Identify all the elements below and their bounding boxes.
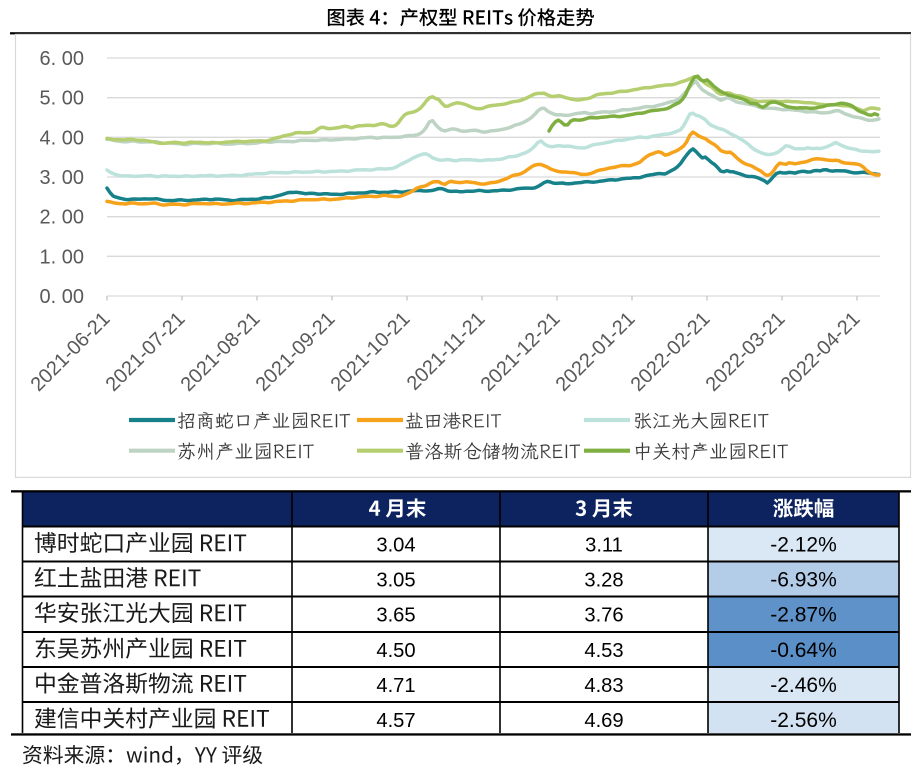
svg-text:-2.46%: -2.46%	[770, 674, 837, 697]
svg-text:2022-01-21: 2022-01-21	[552, 308, 640, 396]
svg-text:2021-09-21: 2021-09-21	[252, 308, 340, 396]
svg-text:2021-06-21: 2021-06-21	[27, 308, 115, 396]
svg-text:3. 00: 3. 00	[40, 167, 84, 189]
svg-text:0. 00: 0. 00	[40, 286, 84, 308]
svg-text:3.65: 3.65	[376, 605, 415, 627]
svg-text:3.28: 3.28	[584, 570, 623, 592]
svg-text:-2.87%: -2.87%	[770, 604, 837, 627]
svg-text:3.11: 3.11	[585, 535, 623, 557]
svg-text:3.76: 3.76	[584, 605, 623, 627]
svg-text:4. 00: 4. 00	[40, 127, 84, 149]
svg-text:2021-12-21: 2021-12-21	[477, 308, 565, 396]
svg-text:-2.56%: -2.56%	[770, 709, 837, 732]
svg-text:-0.64%: -0.64%	[770, 639, 837, 662]
svg-text:4.53: 4.53	[584, 640, 623, 662]
svg-text:-6.93%: -6.93%	[770, 569, 837, 592]
svg-text:2021-11-21: 2021-11-21	[403, 308, 490, 395]
svg-text:3.05: 3.05	[376, 570, 415, 592]
svg-text:4.57: 4.57	[376, 710, 415, 732]
svg-text:-2.12%: -2.12%	[770, 534, 837, 557]
svg-text:2022-04-21: 2022-04-21	[777, 308, 865, 396]
svg-text:6. 00: 6. 00	[40, 48, 84, 70]
svg-text:3.04: 3.04	[376, 535, 415, 557]
svg-text:5. 00: 5. 00	[40, 88, 84, 110]
svg-text:2021-07-21: 2021-07-21	[102, 308, 190, 396]
svg-text:4.50: 4.50	[376, 640, 415, 662]
svg-text:2021-08-21: 2021-08-21	[177, 308, 265, 396]
svg-text:4.69: 4.69	[584, 710, 623, 732]
svg-text:2. 00: 2. 00	[40, 207, 84, 229]
svg-text:4.71: 4.71	[376, 675, 415, 697]
svg-text:2021-10-21: 2021-10-21	[327, 308, 415, 396]
svg-text:4.83: 4.83	[584, 675, 623, 697]
svg-text:1. 00: 1. 00	[40, 246, 84, 268]
svg-text:2022-03-21: 2022-03-21	[702, 308, 790, 396]
svg-text:2022-02-21: 2022-02-21	[627, 308, 715, 396]
